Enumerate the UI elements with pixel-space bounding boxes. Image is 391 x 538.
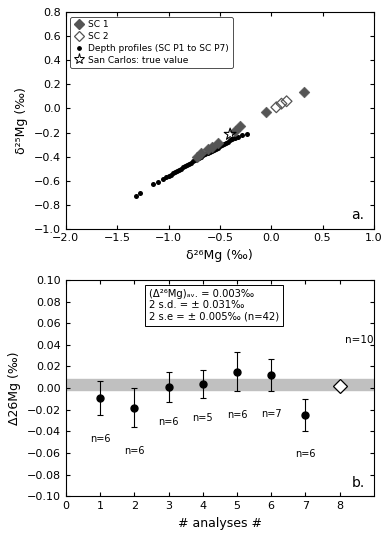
Point [200,151,206,160]
X-axis label: # analyses #: # analyses # [178,516,262,530]
Point [244,130,250,138]
Point [174,167,180,175]
Point [165,172,172,180]
Point [215,139,221,147]
Point [221,140,227,148]
Point [176,166,182,174]
Point [229,135,235,144]
Point [225,137,231,146]
Point [172,168,178,176]
Point [160,175,167,183]
Point [301,87,307,96]
Point [133,192,139,201]
Point [203,150,209,158]
Point [204,148,211,157]
Text: b.: b. [352,476,365,490]
Point [180,163,186,172]
Point [227,136,233,145]
Point [194,152,201,161]
X-axis label: δ²⁶Mg (‰): δ²⁶Mg (‰) [187,249,253,262]
Point [170,169,176,178]
Text: n=7: n=7 [261,409,282,419]
Text: n=5: n=5 [192,413,213,423]
Point [163,173,170,181]
Point [213,144,219,153]
Text: a.: a. [352,208,365,222]
Point [198,152,204,161]
Point [204,145,211,154]
Point [208,143,215,151]
Bar [66,379,374,390]
Y-axis label: Δ26Mg (‰): Δ26Mg (‰) [8,351,22,425]
Point [263,108,269,116]
Point [150,180,156,188]
Point [198,148,204,157]
Point [188,158,194,167]
Point [283,97,290,105]
Text: n=6: n=6 [158,417,179,427]
Point [167,170,174,179]
Point [223,138,229,147]
Point [190,157,196,166]
Text: n=10: n=10 [345,335,373,345]
Point [217,142,223,151]
Text: n=6: n=6 [295,449,316,459]
Point [278,100,285,108]
Point [208,147,215,155]
Point [206,148,213,157]
Legend: SC 1, SC 2, Depth profiles (SC P1 to SC P7), San Carlos: true value: SC 1, SC 2, Depth profiles (SC P1 to SC … [70,17,233,68]
Point [211,146,217,154]
Point [235,132,242,141]
Point [194,154,201,163]
Text: n=6: n=6 [90,434,110,443]
Point [219,141,225,150]
Point [227,130,233,139]
Point [232,127,239,136]
Point [237,122,244,131]
Y-axis label: δ²⁵Mg (‰): δ²⁵Mg (‰) [15,87,28,154]
Point [137,188,143,197]
Point [178,164,184,173]
Point [192,156,198,165]
Point [196,153,203,162]
Point [186,159,192,168]
Point [215,143,221,152]
Point [239,131,246,139]
Text: n=6: n=6 [124,447,145,457]
Point [232,133,239,142]
Point [273,103,280,111]
Text: n=6: n=6 [227,410,247,420]
Point [155,178,161,186]
Text: (Δ²⁶Mg)ₐᵥ. = 0.003‰
2 s.d. = ± 0.031‰
2 s.e = ± 0.005‰ (n=42): (Δ²⁶Mg)ₐᵥ. = 0.003‰ 2 s.d. = ± 0.031‰ 2 … [149,288,279,322]
Point [182,162,188,171]
Point [184,161,190,169]
